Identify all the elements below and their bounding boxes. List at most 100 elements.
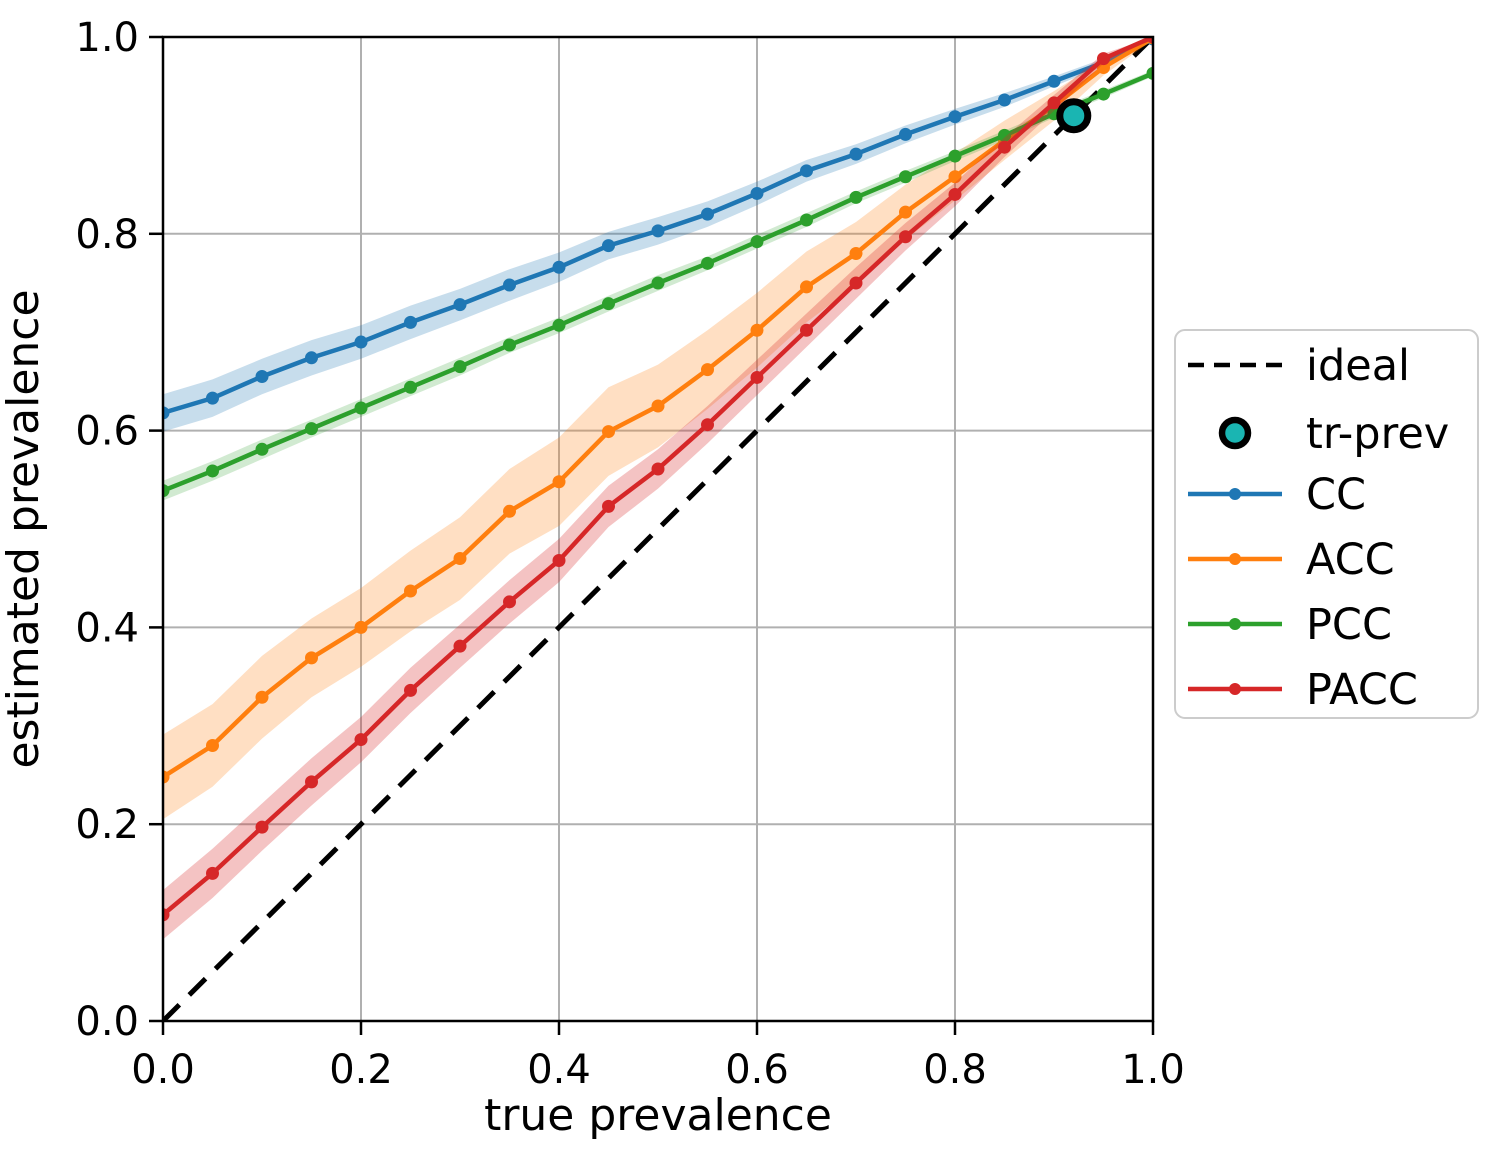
legend-label-pacc: PACC	[1306, 665, 1418, 715]
pcc-marker	[899, 170, 912, 184]
ideal-line	[163, 37, 1153, 1021]
pcc-marker	[503, 338, 516, 352]
cc-marker	[750, 186, 764, 200]
y-tick-label-0.4: 0.4	[75, 605, 139, 651]
pacc-marker	[800, 323, 813, 337]
cc-marker	[552, 260, 566, 274]
legend-item-pacc: PACC	[1188, 665, 1418, 715]
acc-marker	[651, 399, 665, 413]
y-axis-label: estimated prevalence	[0, 289, 49, 768]
pacc-markers	[163, 37, 1153, 922]
cc-marker	[899, 127, 912, 141]
pcc-marker	[849, 190, 863, 204]
pacc-marker	[998, 140, 1011, 154]
y-tick-label-0.6: 0.6	[75, 409, 139, 455]
x-tick-label-1.0: 1.0	[1121, 1047, 1185, 1093]
y-tick-label-0.8: 0.8	[75, 212, 139, 258]
pcc-marker	[404, 380, 417, 394]
plot-border	[161, 35, 1155, 1023]
pacc-marker	[354, 733, 368, 747]
cc-markers	[163, 37, 1153, 420]
pacc-marker	[701, 418, 714, 432]
legend-item-ideal: ideal	[1188, 341, 1410, 391]
pcc-marker	[552, 318, 566, 332]
cc-marker	[948, 110, 962, 124]
axes: 0.0 0.2 0.4 0.6 0.8 1.0 0.0 0.2 0.4 0.6 0.8 1.0	[75, 15, 1184, 1093]
cc-marker	[701, 207, 714, 221]
acc-marker	[354, 620, 368, 634]
cc-marker	[602, 239, 615, 253]
legend-box	[1174, 329, 1479, 719]
pacc-marker	[948, 187, 962, 201]
acc-marker	[503, 504, 516, 518]
acc-marker	[255, 690, 269, 704]
legend: ideal tr-prev CC ACC PCC PACC	[1174, 329, 1479, 719]
legend-item-cc: CC	[1188, 470, 1366, 520]
acc-marker	[701, 363, 714, 377]
pacc-marker	[1047, 96, 1061, 110]
x-tick-label-0.2: 0.2	[329, 1047, 393, 1093]
pcc-marker	[750, 235, 764, 249]
legend-acc-swatch-marker	[1229, 553, 1241, 565]
y-tick-label-0.0: 0.0	[75, 999, 139, 1045]
acc-marker	[453, 552, 467, 566]
pacc-marker	[899, 230, 912, 244]
pacc-marker	[255, 820, 269, 834]
cc-marker	[354, 335, 368, 349]
legend-item-acc: ACC	[1188, 535, 1395, 585]
acc-marker	[948, 170, 962, 184]
cc-marker	[849, 147, 863, 161]
y-tick-label-0.2: 0.2	[75, 802, 139, 848]
legend-item-tr-prev: tr-prev	[1218, 409, 1449, 459]
x-axis-label: true prevalence	[484, 1090, 832, 1141]
acc-marker	[602, 425, 615, 439]
pcc-marker	[651, 276, 665, 290]
pcc-marker	[701, 256, 714, 270]
pcc-marker	[206, 464, 219, 478]
legend-label-ideal: ideal	[1306, 341, 1410, 391]
legend-pacc-swatch-marker	[1229, 683, 1241, 695]
cc-marker	[255, 369, 269, 383]
legend-tr-prev-swatch	[1218, 416, 1252, 450]
cc-marker	[305, 351, 318, 365]
pacc-marker	[651, 462, 665, 476]
cc-marker	[404, 315, 417, 329]
pacc-marker	[163, 908, 170, 922]
pacc-marker	[1146, 37, 1153, 44]
cc-marker	[651, 224, 665, 238]
pacc-marker	[206, 866, 219, 880]
acc-marker	[899, 205, 912, 219]
cc-marker	[800, 164, 813, 178]
pacc-marker	[453, 639, 467, 653]
acc-marker	[750, 323, 764, 337]
x-tick-label-0.4: 0.4	[527, 1047, 591, 1093]
pcc-marker	[1146, 66, 1153, 80]
pacc-marker	[849, 276, 863, 290]
legend-label-pcc: PCC	[1306, 600, 1392, 650]
pcc-marker	[453, 360, 467, 374]
pacc-marker	[305, 775, 318, 789]
pacc-marker	[503, 595, 516, 609]
legend-label-cc: CC	[1306, 470, 1366, 520]
cc-marker	[163, 406, 170, 420]
cc-marker	[1047, 74, 1061, 88]
acc-marker	[404, 584, 417, 598]
legend-label-acc: ACC	[1306, 535, 1395, 585]
pacc-marker	[552, 553, 566, 567]
pcc-marker	[1097, 87, 1110, 101]
acc-marker	[163, 770, 170, 784]
gridlines	[163, 37, 1153, 1021]
plot-area	[163, 37, 1153, 1021]
cc-marker	[453, 298, 467, 312]
x-tick-label-0.8: 0.8	[923, 1047, 987, 1093]
cc-marker	[206, 391, 219, 405]
pcc-marker	[354, 401, 368, 415]
acc-marker	[305, 651, 318, 665]
legend-label-tr-prev: tr-prev	[1306, 409, 1449, 459]
legend-cc-swatch-marker	[1229, 488, 1241, 500]
pacc-marker	[404, 683, 417, 697]
pacc-marker	[1097, 52, 1110, 66]
pcc-marker	[998, 128, 1011, 142]
